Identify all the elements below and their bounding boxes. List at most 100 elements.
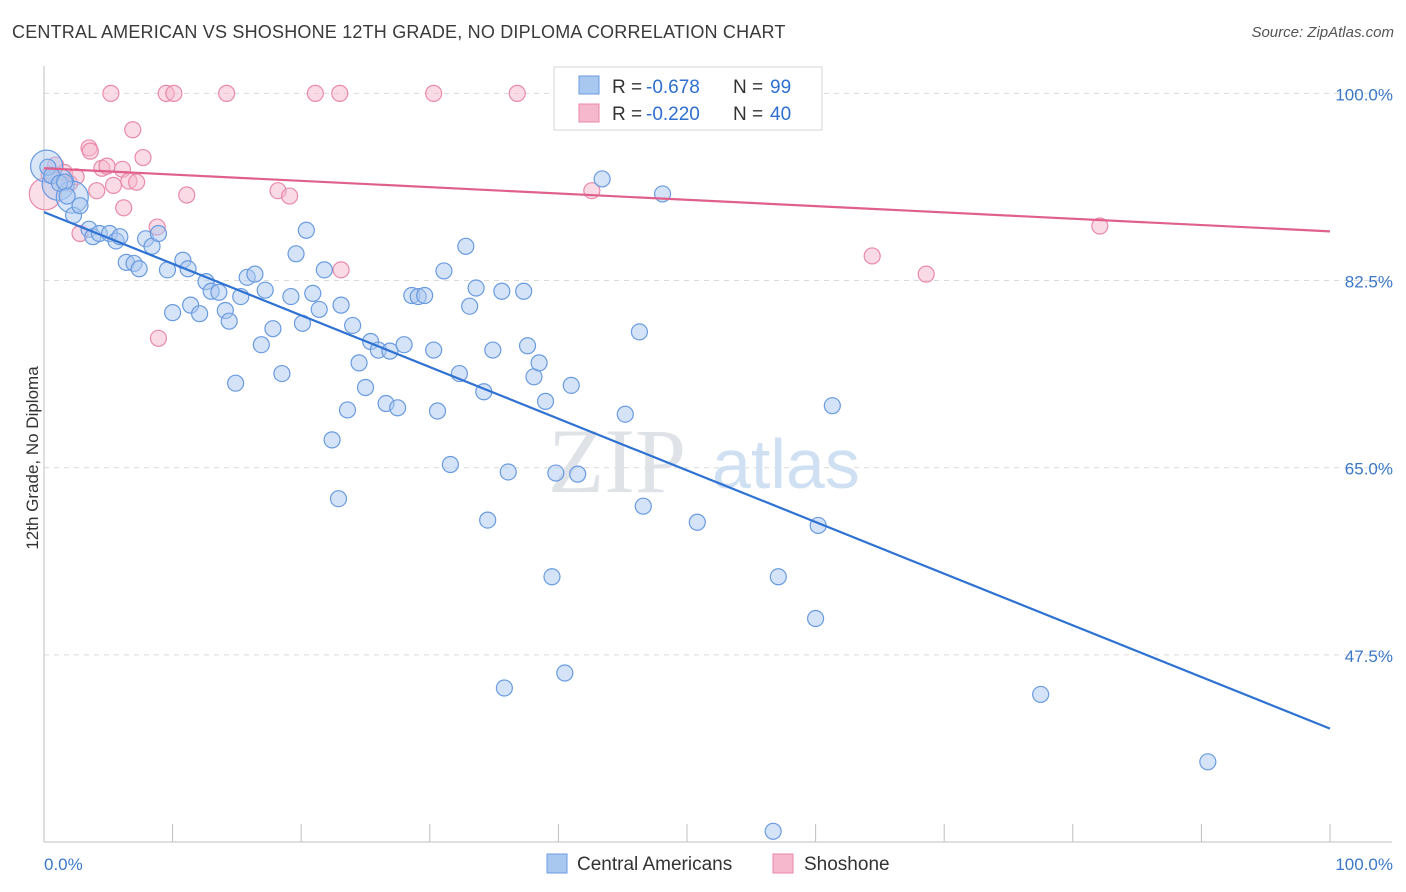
shoshone-point-34 [917,265,935,283]
central-americans-point-79 [536,392,555,410]
central-americans-point-6 [71,197,89,215]
shoshone-point-28 [331,84,349,102]
central-americans-point-63 [435,262,453,280]
central-americans-point-83 [562,376,580,394]
stats-legend-swatch-blue [578,75,600,95]
central-americans-point-78 [530,354,548,372]
central-americans-point-87 [630,323,649,341]
central-americans-point-41 [297,221,315,239]
central-americans-point-50 [350,354,368,372]
shoshone-point-14 [115,199,133,217]
legend-label-shoshone: Shoshone [804,854,890,875]
x-tick-label-0: 0.0% [44,855,83,874]
shoshone-point-29 [332,261,350,279]
watermark: ZIP atlas [548,410,860,512]
central-americans-point-71 [484,341,502,359]
central-americans-point-37 [273,364,291,383]
central-americans-point-97 [1032,685,1050,704]
y-tick-label-2: 82.5% [1345,273,1393,292]
central-americans-point-38 [282,287,300,306]
central-americans-point-43 [310,300,328,319]
shoshone-point-22 [165,84,183,102]
chart-title: CENTRAL AMERICAN VS SHOSHONE 12TH GRADE,… [12,22,786,42]
x-tick-label-1: 100.0% [1335,855,1393,874]
central-americans-point-93 [769,568,787,586]
central-americans-point-34 [252,336,270,354]
stats-legend: R = -0.678 N = 99 R = -0.220 N = 40 [553,66,823,131]
central-americans-point-67 [461,297,479,315]
y-tick-label-1: 65.0% [1345,460,1393,479]
source-credit: Source: ZipAtlas.com [1251,24,1394,41]
y-tick-label-0: 47.5% [1345,647,1393,666]
central-americans-point-33 [246,265,264,283]
central-americans-point-66 [457,237,475,255]
central-americans-point-88 [634,497,652,515]
shoshone-point-33 [863,247,881,265]
central-americans-point-86 [616,405,634,423]
shoshone-point-24 [218,84,236,102]
shoshone-point-8 [88,182,106,200]
central-americans-point-39 [287,245,305,263]
central-americans-point-74 [499,463,517,481]
central-americans-point-20 [164,304,182,322]
central-americans-point-70 [479,511,497,529]
stats-n-value-blue: 99 [770,77,791,98]
central-americans-point-80 [543,568,561,586]
central-americans-point-60 [416,286,434,305]
central-americans-point-85 [593,170,611,188]
shoshone-point-18 [134,148,152,167]
central-americans-point-49 [344,316,362,335]
legend-swatch-central-americans [546,853,568,874]
shoshone-point-12 [104,176,123,194]
central-americans-point-96 [823,397,841,415]
central-americans-point-27 [210,283,228,301]
shoshone-point-11 [102,84,120,102]
central-americans-point-3 [55,173,74,191]
shoshone-point-20 [149,329,168,347]
central-americans-point-56 [389,399,407,417]
shoshone-point-17 [127,173,146,191]
central-americans-point-57 [395,336,413,354]
central-americans-point-29 [220,312,238,330]
central-americans-point-68 [467,279,485,297]
central-americans-point-30 [227,374,245,392]
shoshone-point-7 [81,142,99,160]
central-americans-point-45 [323,431,341,449]
stats-r-value-pink: -0.220 [646,104,700,125]
stats-n-value-pink: 40 [770,104,791,125]
trend-lines [43,167,1331,730]
central-americans-trend-line [43,211,1331,730]
central-americans-point-62 [428,402,447,420]
legend-swatch-shoshone [772,853,794,874]
central-americans-point-61 [425,341,443,359]
shoshone-point-16 [124,121,142,139]
shoshone-point-27 [306,84,324,102]
central-americans-point-18 [149,224,168,243]
central-americans-point-64 [441,455,459,474]
central-americans-point-76 [518,337,537,355]
bottom-legend: Central Americans Shoshone [546,853,890,875]
central-americans-point-15 [130,260,148,278]
central-americans-point-24 [191,305,209,323]
y-tick-labels: 47.5% 65.0% 82.5% 100.0% [1335,85,1393,665]
stats-n-label-blue: N = [733,77,763,98]
central-americans-point-98 [1199,753,1217,771]
central-americans-point-81 [547,464,565,482]
central-americans-point-91 [688,513,706,531]
stats-r-label-blue: R = [612,77,642,98]
central-americans-point-92 [764,822,782,840]
central-americans-point-4 [58,187,76,205]
central-americans-point-75 [515,282,533,300]
stats-legend-swatch-pink [578,103,600,123]
y-tick-label-3: 100.0% [1335,85,1393,104]
shoshone-point-26 [281,187,299,205]
stats-n-label-pink: N = [733,104,763,125]
central-americans-point-95 [806,609,825,628]
central-americans-point-35 [256,281,274,299]
central-americans-point-47 [332,296,350,314]
central-americans-point-51 [356,378,375,397]
shoshone-point-30 [425,84,443,102]
legend-label-central-americans: Central Americans [577,854,732,875]
central-americans-point-36 [264,320,282,338]
